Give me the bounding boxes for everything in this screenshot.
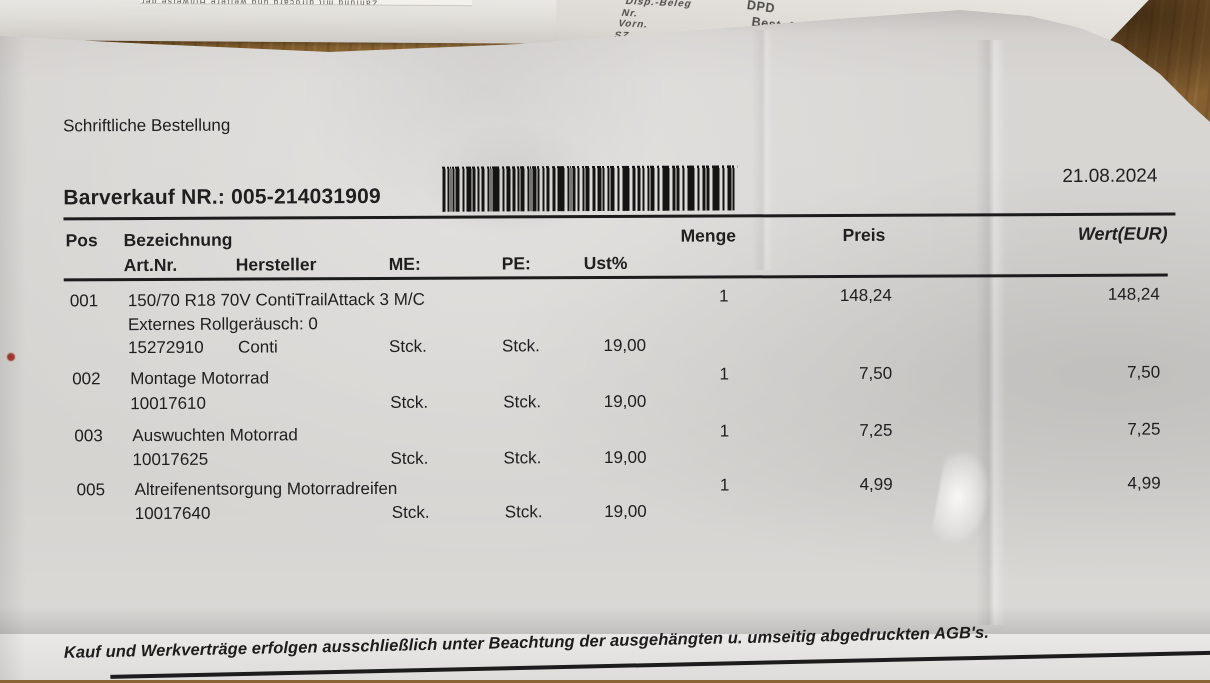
item-pe: Stck. — [503, 448, 542, 468]
item-preis: 4,99 — [859, 474, 893, 494]
item-me: Stck. — [390, 448, 429, 468]
item-description: Montage Motorrad — [130, 368, 270, 389]
item-preis: 7,25 — [859, 420, 893, 440]
barcode-icon — [442, 165, 738, 212]
item-preis: 148,24 — [839, 285, 892, 305]
item-menge: 1 — [719, 421, 730, 441]
receipt-date: 21.08.2024 — [1062, 165, 1158, 188]
col-header-ust: Ust% — [583, 252, 628, 274]
paper-crease — [976, 40, 1006, 625]
item-me: Stck. — [388, 336, 427, 356]
item-hersteller: Conti — [237, 337, 278, 357]
col-header-pos: Pos — [65, 230, 98, 251]
order-type-label: Schriftliche Bestellung — [63, 115, 231, 136]
item-pe: Stck. — [504, 502, 543, 522]
paper-crease — [752, 30, 774, 270]
background-paper-strip: Zahlung mit girocard und weitere Hinweis… — [0, 0, 586, 45]
upside-down-fine-print: Zahlung mit girocard und weitere Hinweis… — [140, 0, 473, 7]
paper-fold-highlight — [0, 634, 1210, 680]
item-me: Stck. — [390, 392, 429, 412]
item-pos: 001 — [69, 291, 99, 311]
footer-rule — [110, 648, 1210, 679]
paper-shading — [420, 120, 600, 240]
col-header-bezeichnung: Bezeichnung — [123, 229, 233, 251]
paper-tear — [930, 448, 996, 548]
item-artnr: 15272910 — [127, 337, 204, 358]
item-ust: 19,00 — [603, 335, 647, 356]
paper-fold-shadow — [0, 606, 1210, 634]
col-header-preis: Preis — [842, 224, 886, 245]
upside-down-text: Zahlung mit girocard und weitere Hinweis… — [140, 0, 378, 7]
item-ust: 19,00 — [603, 391, 647, 412]
item-pos: 002 — [72, 369, 101, 389]
item-artnr: 10017625 — [132, 449, 209, 470]
terms-text: Kauf und Werkverträge erfolgen ausschlie… — [63, 623, 990, 662]
col-header-menge: Menge — [680, 225, 737, 246]
item-preis: 7,50 — [859, 363, 893, 383]
item-pe: Stck. — [503, 392, 542, 412]
item-wert: 7,25 — [1127, 419, 1161, 439]
receipt-title: Barverkauf NR.: 005-214031909 — [63, 184, 381, 210]
item-pos: 005 — [76, 480, 106, 500]
col-header-artnr: Art.Nr. — [123, 254, 178, 276]
item-menge: 1 — [719, 364, 729, 384]
item-wert: 4,99 — [1127, 473, 1161, 493]
col-header-me: ME: — [388, 253, 421, 274]
item-ust: 19,00 — [603, 447, 647, 468]
item-menge: 1 — [719, 286, 729, 306]
item-description: 150/70 R18 70V ContiTrailAttack 3 M/C — [127, 289, 425, 311]
item-menge: 1 — [719, 475, 730, 495]
item-description-2: Externes Rollgeräusch: 0 — [127, 314, 318, 335]
item-pe: Stck. — [501, 336, 540, 356]
red-dot-mark — [7, 353, 15, 361]
table-rule-top — [63, 212, 1176, 221]
item-pos: 003 — [74, 426, 103, 446]
item-wert: 7,50 — [1127, 362, 1161, 382]
col-header-hersteller: Hersteller — [235, 254, 317, 275]
col-header-pe: PE: — [501, 253, 531, 274]
item-ust: 19,00 — [604, 501, 647, 522]
table-rule-header — [63, 273, 1168, 281]
item-description: Altreifenentsorgung Motorradreifen — [134, 478, 398, 500]
item-me: Stck. — [391, 502, 430, 522]
item-artnr: 10017610 — [130, 393, 206, 414]
item-description: Auswuchten Motorrad — [132, 425, 298, 446]
item-wert: 148,24 — [1107, 284, 1160, 304]
item-artnr: 10017640 — [134, 503, 211, 524]
col-header-wert: Wert(EUR) — [1077, 223, 1168, 244]
